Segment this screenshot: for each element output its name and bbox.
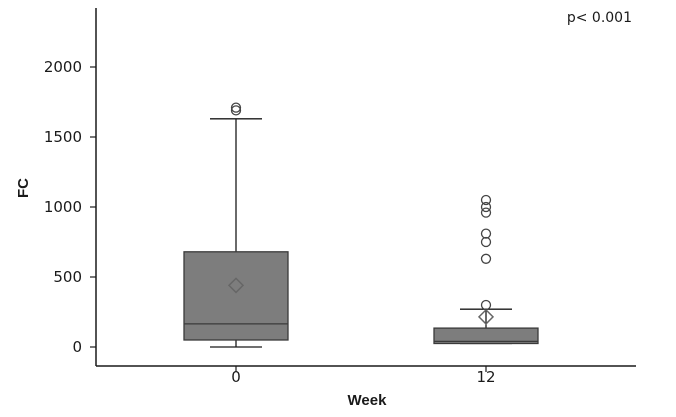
iqr-box (183, 251, 289, 341)
outlier-point (480, 299, 492, 311)
mean-marker (477, 308, 495, 325)
y-ticks: 0 500 1000 1500 2000 (44, 58, 96, 356)
x-tick-label: 12 (476, 368, 495, 386)
box-group-week-12 (433, 194, 539, 345)
outlier-point (480, 194, 492, 206)
y-tick-label: 2000 (44, 58, 82, 76)
x-axis-title: Week (348, 392, 388, 409)
x-tick-label: 0 (231, 368, 241, 386)
axes (95, 8, 636, 367)
outlier-point (480, 201, 492, 213)
outlier-point (480, 207, 492, 218)
x-ticks: 0 12 (231, 366, 496, 386)
y-tick-label: 500 (53, 268, 82, 286)
y-tick-label: 0 (72, 338, 82, 356)
outlier-point (230, 105, 242, 116)
y-axis-title: FC (15, 178, 32, 198)
p-value-annotation: p< 0.001 (567, 10, 632, 26)
iqr-box (433, 327, 539, 345)
y-tick-label: 1000 (44, 198, 82, 216)
outlier-point (230, 102, 242, 113)
box-group-week-0 (183, 102, 289, 348)
mean-marker (227, 277, 245, 294)
boxes (183, 102, 539, 348)
outlier-point (480, 228, 492, 239)
outlier-point (480, 236, 492, 248)
outlier-point (480, 253, 492, 264)
y-tick-label: 1500 (44, 128, 82, 146)
